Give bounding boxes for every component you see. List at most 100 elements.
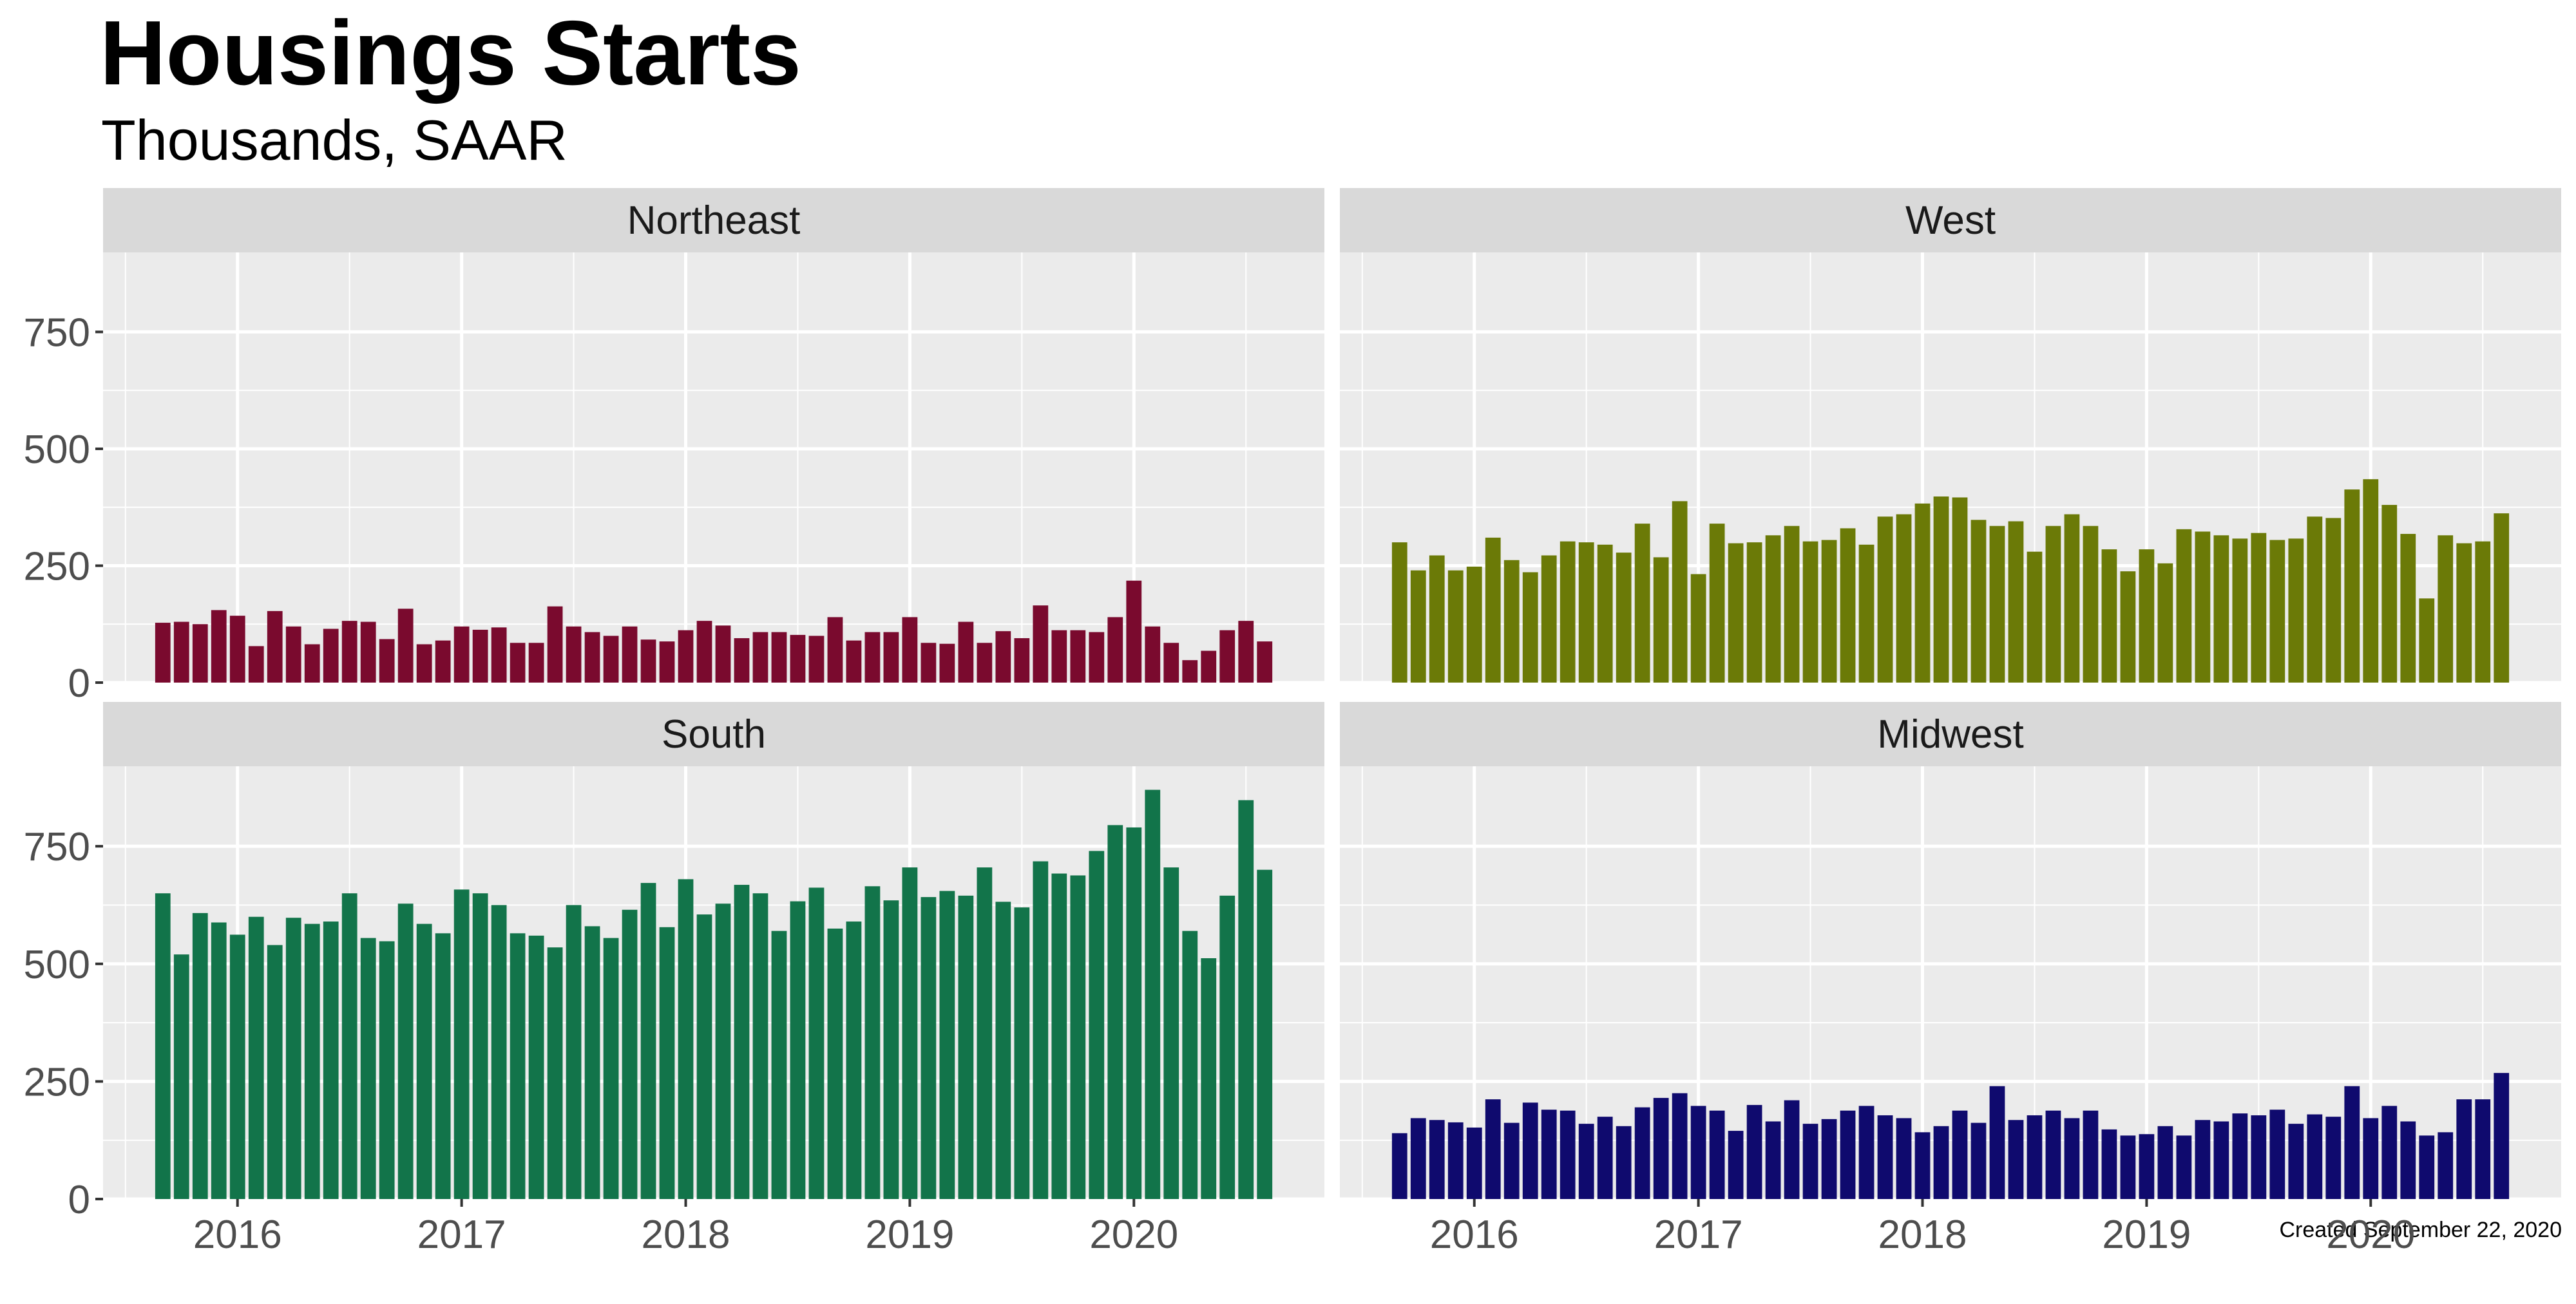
bar-south bbox=[1107, 825, 1123, 1199]
bar-northeast bbox=[640, 639, 656, 683]
bar-south bbox=[1219, 895, 1236, 1199]
bar-south bbox=[678, 879, 694, 1199]
bar-south bbox=[323, 921, 339, 1199]
bar-northeast bbox=[827, 617, 843, 683]
bar-midwest bbox=[1410, 1118, 1426, 1199]
panel-south: South 0 250 500 750 2016 2017 2018 2019 2020 bbox=[24, 702, 1324, 1257]
bar-midwest bbox=[2120, 1135, 2136, 1199]
bar-south bbox=[1238, 800, 1254, 1199]
bar-northeast bbox=[1182, 660, 1198, 683]
bar-northeast bbox=[267, 610, 283, 683]
bar-midwest bbox=[2083, 1110, 2099, 1199]
bar-midwest bbox=[1896, 1118, 1912, 1199]
bar-south bbox=[808, 887, 825, 1199]
bar-midwest bbox=[1709, 1110, 1725, 1199]
bar-south bbox=[267, 945, 283, 1199]
y-tick-label: 750 bbox=[24, 825, 90, 869]
bar-south bbox=[566, 905, 582, 1199]
bar-northeast bbox=[752, 632, 768, 683]
bar-west bbox=[1858, 544, 1875, 683]
bar-northeast bbox=[734, 638, 750, 683]
x-tick-label: 2017 bbox=[1654, 1213, 1743, 1257]
bar-midwest bbox=[1634, 1107, 1650, 1199]
bar-west bbox=[1466, 566, 1482, 683]
bar-south bbox=[1145, 789, 1161, 1199]
bar-midwest bbox=[2027, 1115, 2043, 1199]
bar-west bbox=[1541, 555, 1557, 683]
bar-south bbox=[958, 895, 974, 1199]
chart-title: Housings Starts bbox=[100, 2, 801, 104]
bar-south bbox=[1257, 869, 1273, 1199]
bar-northeast bbox=[1163, 643, 1179, 683]
bar-northeast bbox=[285, 626, 301, 683]
bar-midwest bbox=[2045, 1110, 2061, 1199]
bar-south bbox=[248, 916, 264, 1199]
y-tick-label: 0 bbox=[68, 1178, 90, 1222]
bar-northeast bbox=[379, 639, 395, 683]
bar-west bbox=[1503, 560, 1520, 683]
bar-west bbox=[1634, 524, 1650, 683]
bar-northeast bbox=[1219, 630, 1236, 683]
bar-midwest bbox=[2195, 1120, 2211, 1199]
bar-west bbox=[1485, 537, 1501, 683]
bar-midwest bbox=[1429, 1120, 1445, 1199]
panel-midwest: Midwest 2016 2017 2018 2019 2020 bbox=[1340, 702, 2561, 1257]
bar-northeast bbox=[715, 625, 731, 683]
strip-west bbox=[1340, 188, 2561, 252]
bar-northeast bbox=[1051, 630, 1067, 683]
bar-midwest bbox=[2307, 1114, 2323, 1199]
bar-northeast bbox=[1070, 630, 1086, 683]
bar-midwest bbox=[1672, 1093, 1688, 1199]
bar-northeast bbox=[211, 610, 227, 683]
x-tick-label: 2020 bbox=[1089, 1213, 1178, 1257]
bar-south bbox=[696, 914, 712, 1199]
bar-south bbox=[416, 923, 432, 1199]
bar-northeast bbox=[248, 646, 264, 683]
bar-midwest bbox=[1522, 1102, 1538, 1199]
bar-midwest bbox=[1914, 1132, 1931, 1199]
bar-south bbox=[1033, 861, 1049, 1199]
bar-midwest bbox=[2101, 1129, 2117, 1199]
y-tick-label: 500 bbox=[24, 943, 90, 987]
bar-midwest bbox=[2475, 1099, 2491, 1199]
bar-northeast bbox=[304, 644, 320, 683]
bar-midwest bbox=[1933, 1126, 1949, 1199]
bar-west bbox=[1746, 542, 1762, 683]
bar-west bbox=[1896, 514, 1912, 683]
bar-south bbox=[528, 935, 544, 1199]
bar-northeast bbox=[1089, 632, 1105, 683]
bar-south bbox=[1182, 931, 1198, 1199]
bar-midwest bbox=[1970, 1122, 1987, 1199]
bar-northeast bbox=[173, 621, 189, 683]
bar-west bbox=[2139, 549, 2155, 683]
bar-west bbox=[1877, 516, 1893, 683]
bar-midwest bbox=[1616, 1126, 1632, 1199]
bar-northeast bbox=[360, 621, 376, 683]
bar-west bbox=[1802, 541, 1818, 683]
bar-northeast bbox=[510, 643, 526, 683]
bar-south bbox=[977, 867, 993, 1199]
bar-midwest bbox=[1802, 1124, 1818, 1199]
bar-midwest bbox=[1840, 1110, 1856, 1199]
bar-northeast bbox=[1145, 626, 1161, 683]
bar-midwest bbox=[1784, 1100, 1800, 1199]
bar-south bbox=[192, 912, 208, 1199]
bar-midwest bbox=[2325, 1117, 2342, 1199]
bar-northeast bbox=[229, 616, 245, 683]
x-tick-label: 2019 bbox=[2102, 1213, 2191, 1257]
bar-west bbox=[2064, 514, 2080, 683]
y-tick-label: 750 bbox=[24, 310, 90, 355]
bar-midwest bbox=[2438, 1132, 2454, 1199]
bar-south bbox=[155, 893, 171, 1199]
bar-northeast bbox=[808, 636, 825, 683]
bar-south bbox=[603, 938, 619, 1199]
x-tick-label: 2018 bbox=[1878, 1213, 1967, 1257]
bar-northeast bbox=[547, 606, 563, 683]
x-tick-label: 2016 bbox=[193, 1213, 282, 1257]
bar-south bbox=[472, 893, 488, 1199]
bar-south bbox=[622, 909, 638, 1199]
bar-midwest bbox=[2064, 1118, 2080, 1199]
bar-midwest bbox=[1989, 1086, 2005, 1199]
bar-midwest bbox=[2008, 1120, 2024, 1199]
panel-northeast: Northeast 0 250 500 750 bbox=[24, 188, 1324, 706]
